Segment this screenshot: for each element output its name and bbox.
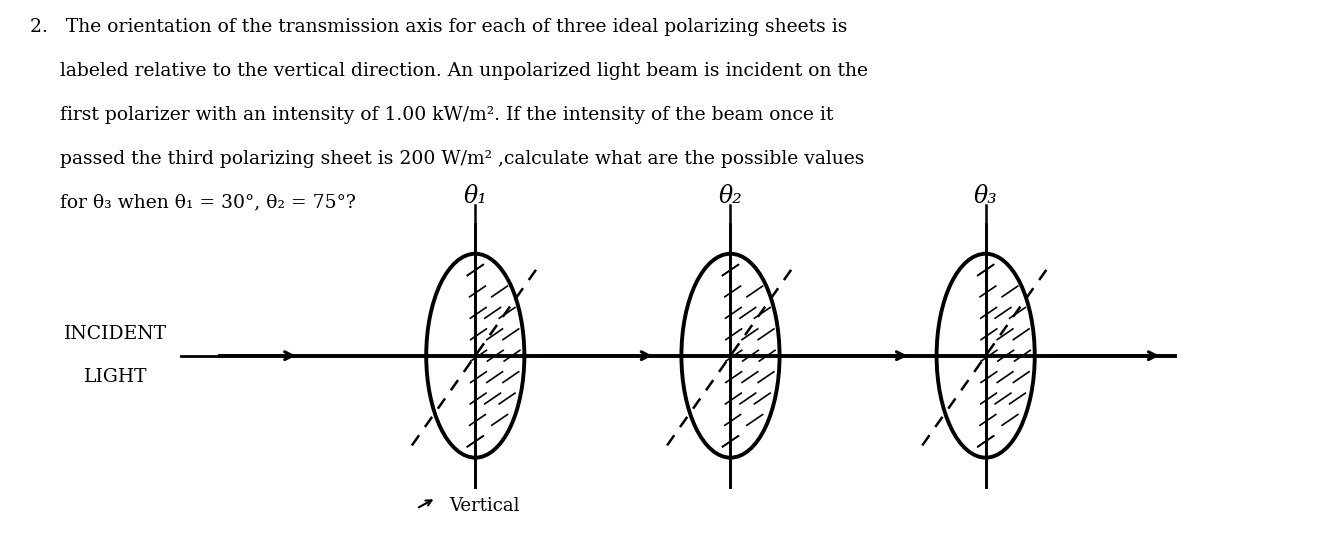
Text: LIGHT: LIGHT xyxy=(84,368,148,386)
Text: θ₃: θ₃ xyxy=(973,185,997,208)
Text: labeled relative to the vertical direction. An unpolarized light beam is inciden: labeled relative to the vertical directi… xyxy=(30,62,868,80)
Text: passed the third polarizing sheet is 200 W/m² ,calculate what are the possible v: passed the third polarizing sheet is 200… xyxy=(30,150,865,168)
Text: 2.   The orientation of the transmission axis for each of three ideal polarizing: 2. The orientation of the transmission a… xyxy=(30,17,848,35)
Text: θ₁: θ₁ xyxy=(464,185,487,208)
Text: Vertical: Vertical xyxy=(449,497,520,515)
Text: INCIDENT: INCIDENT xyxy=(65,325,167,343)
Text: for θ₃ when θ₁ = 30°, θ₂ = 75°?: for θ₃ when θ₁ = 30°, θ₂ = 75°? xyxy=(30,193,356,211)
Text: θ₂: θ₂ xyxy=(719,185,743,208)
Text: first polarizer with an intensity of 1.00 kW/m². If the intensity of the beam on: first polarizer with an intensity of 1.0… xyxy=(30,106,834,124)
